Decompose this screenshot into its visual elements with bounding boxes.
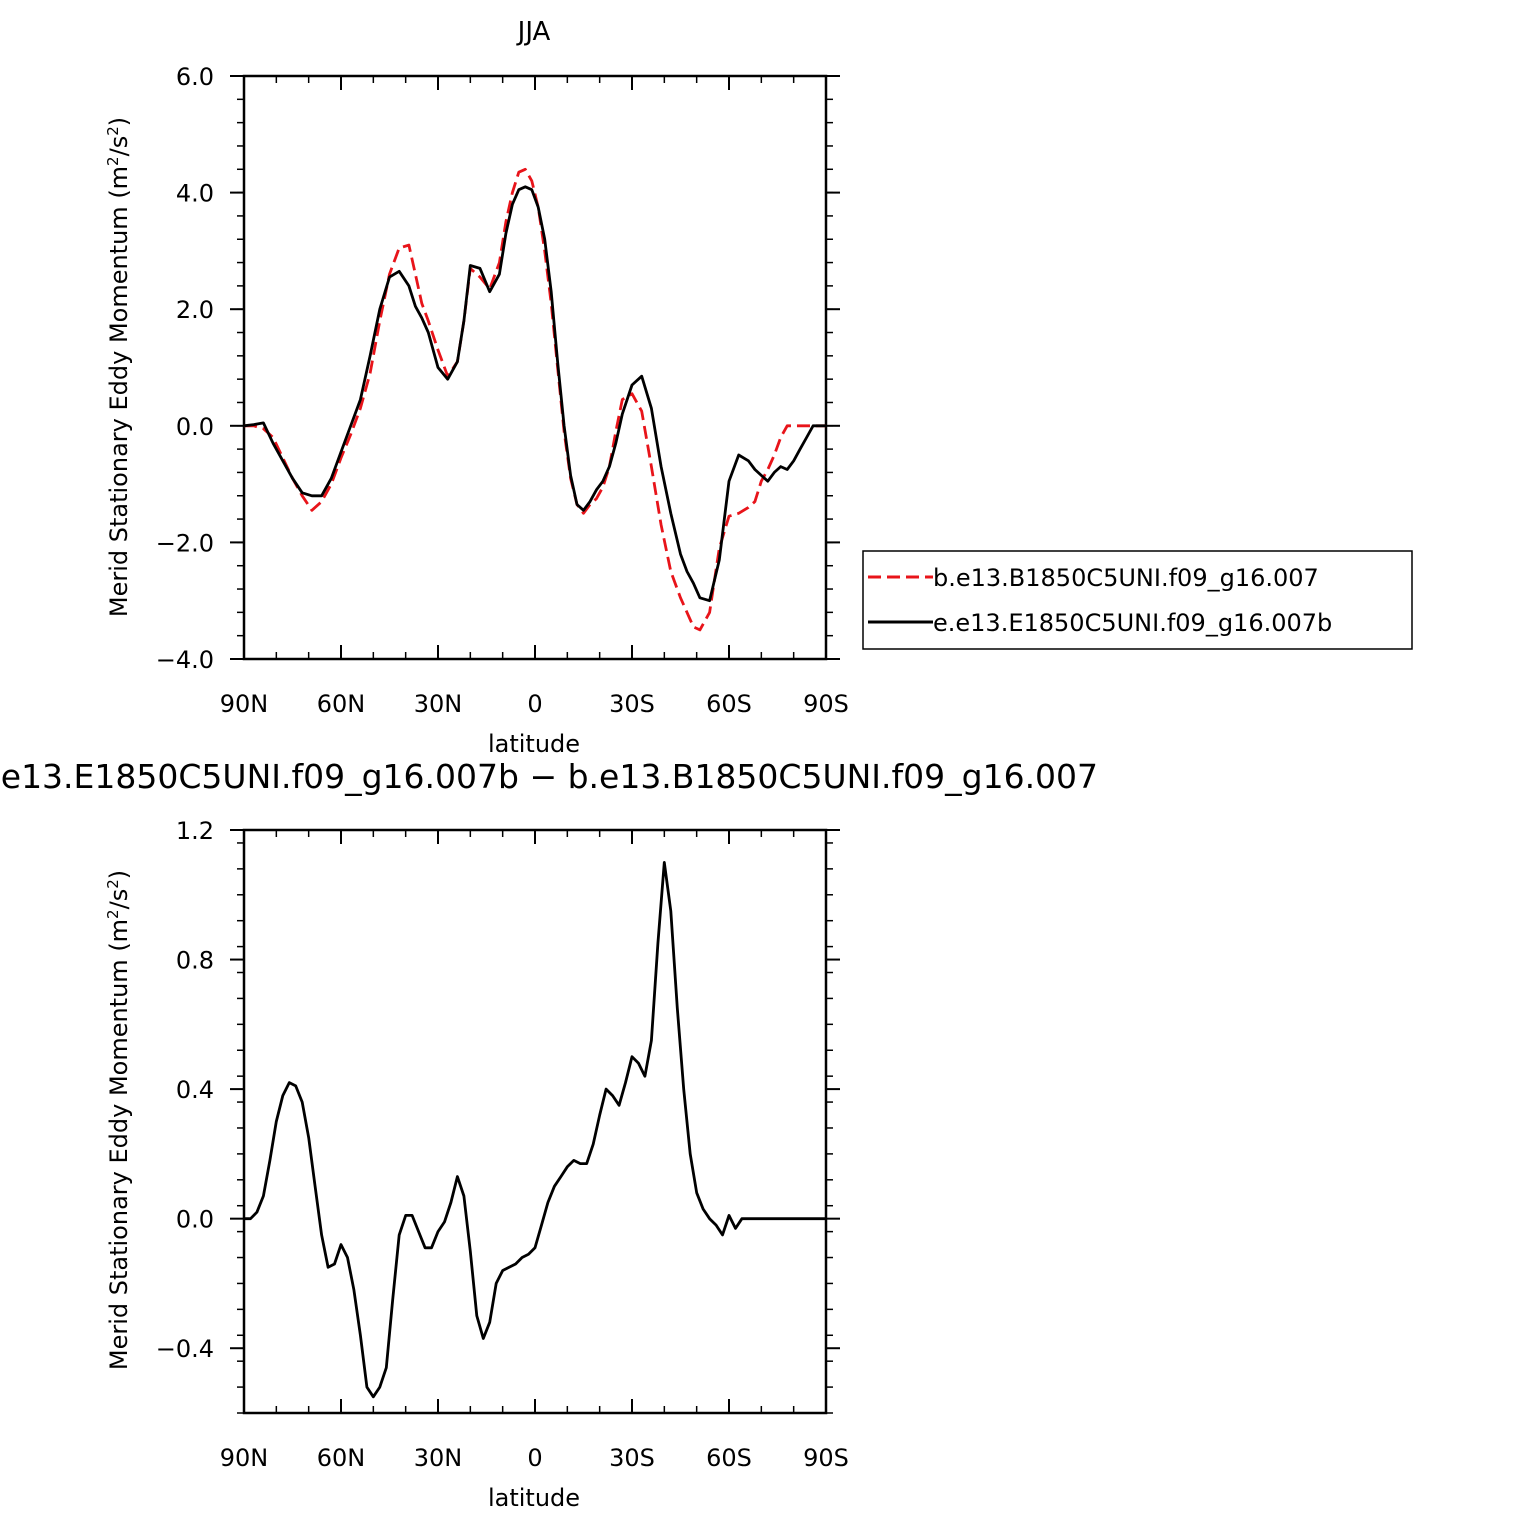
x-tick-label: 0 [527, 1444, 542, 1472]
top-panel-title: JJA [516, 17, 551, 47]
bottom-x-axis-label: latitude [488, 1484, 580, 1512]
y-tick-label: 2.0 [176, 296, 214, 324]
top-x-axis-label: latitude [488, 730, 580, 758]
bottom-panel-title: e.e13.E1850C5UNI.f09_g16.007b − b.e13.B1… [0, 757, 1098, 796]
x-tick-label: 30S [609, 690, 655, 718]
top-y-label-mid: /s [105, 136, 133, 157]
y-tick-label: −4.0 [156, 646, 214, 674]
y-tick-label: 0.4 [176, 1076, 214, 1104]
series-line-1 [244, 861, 826, 1399]
legend: b.e13.B1850C5UNI.f09_g16.007 e.e13.E1850… [862, 550, 1413, 650]
bottom-y-label-sup-1: 2 [104, 909, 122, 919]
plot-frame [242, 74, 828, 661]
x-tick-label: 90N [220, 1444, 269, 1472]
bottom-plot-area: 90N 60N 30N 0 30S 60S 90S −0.4 0.0 0.4 0.8 1.2 [156, 817, 849, 1472]
top-y-label-sup-2: 2 [104, 126, 122, 136]
top-y-label-main: Merid Stationary Eddy Momentum (m [105, 166, 133, 617]
top-panel: JJA 90N 60N 30N 0 30S 60S 90S −4.0 −2.0 0.0 2.0 4.0… [104, 17, 1413, 758]
x-tick-label: 60N [317, 1444, 366, 1472]
x-tick-label: 90S [803, 690, 849, 718]
x-tick-label: 60S [706, 1444, 752, 1472]
y-tick-label: −0.4 [156, 1335, 214, 1363]
legend-label-series-2: e.e13.E1850C5UNI.f09_g16.007b [933, 609, 1332, 637]
bottom-y-label-sup-2: 2 [104, 879, 122, 889]
x-tick-label: 60N [317, 690, 366, 718]
legend-box [862, 550, 1413, 650]
series-line-2 [243, 185, 826, 603]
x-tick-label: 90N [220, 690, 269, 718]
y-tick-label: 4.0 [176, 180, 214, 208]
y-tick-label: 0.8 [176, 947, 214, 975]
y-tick-label: 6.0 [176, 63, 214, 91]
bottom-y-label-main: Merid Stationary Eddy Momentum (m [105, 919, 133, 1370]
y-tick-label: −2.0 [156, 529, 214, 557]
x-tick-label: 30S [609, 1444, 655, 1472]
bottom-y-label-end: ) [105, 870, 133, 879]
x-tick-label: 30N [414, 1444, 463, 1472]
top-y-axis-label: Merid Stationary Eddy Momentum (m2/s2) [104, 117, 133, 617]
legend-label-series-1: b.e13.B1850C5UNI.f09_g16.007 [933, 564, 1319, 592]
y-tick-label: 1.2 [176, 817, 214, 845]
series-line-1 [244, 167, 826, 632]
top-y-label-sup-1: 2 [104, 156, 122, 166]
plot-frame [242, 828, 828, 1415]
bottom-panel: e.e13.E1850C5UNI.f09_g16.007b − b.e13.B1… [0, 757, 1098, 1512]
top-plot-area: 90N 60N 30N 0 30S 60S 90S −4.0 −2.0 0.0 2.0 4.0 6.0 [156, 63, 849, 718]
bottom-y-label-mid: /s [105, 889, 133, 910]
bottom-y-axis-label: Merid Stationary Eddy Momentum (m2/s2) [104, 870, 133, 1370]
x-tick-label: 90S [803, 1444, 849, 1472]
top-y-label-end: ) [105, 117, 133, 126]
y-tick-label: 0.0 [176, 413, 214, 441]
y-tick-label: 0.0 [176, 1206, 214, 1234]
x-tick-label: 0 [527, 690, 542, 718]
x-tick-label: 60S [706, 690, 752, 718]
x-tick-label: 30N [414, 690, 463, 718]
